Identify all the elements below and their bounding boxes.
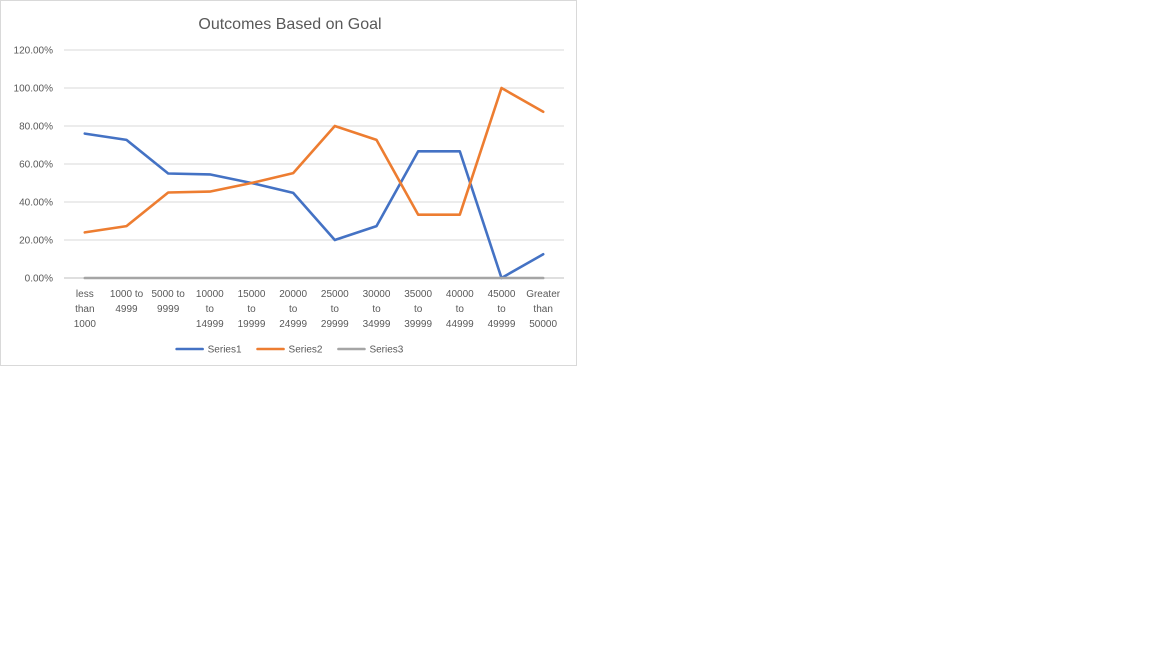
legend-label: Series2 bbox=[289, 345, 323, 356]
legend-item-series3: Series3 bbox=[337, 345, 404, 356]
x-tick-label: 1000 to 4999 bbox=[110, 289, 144, 315]
x-tick-label: 30000 to 34999 bbox=[363, 289, 391, 330]
legend-item-series1: Series1 bbox=[175, 345, 242, 356]
series-line-series2 bbox=[83, 86, 545, 234]
x-tick-label: 5000 to 9999 bbox=[151, 289, 185, 315]
x-axis: less than 1000 1000 to 4999 5000 to 9999 10000 t… bbox=[74, 289, 561, 330]
legend-label: Series1 bbox=[208, 345, 242, 356]
chart-title: Outcomes Based on Goal bbox=[198, 16, 381, 33]
legend: Series1 Series2 Series3 bbox=[175, 345, 404, 356]
x-tick-label: 20000 to 24999 bbox=[279, 289, 307, 330]
y-tick-label: 100.00% bbox=[14, 84, 54, 95]
y-tick-label: 60.00% bbox=[19, 160, 53, 171]
x-tick-label: less than 1000 bbox=[74, 289, 97, 330]
x-tick-label: 10000 to 14999 bbox=[196, 289, 224, 330]
gridlines bbox=[64, 49, 564, 279]
x-tick-label: Greater than 50000 bbox=[526, 289, 561, 330]
legend-item-series2: Series2 bbox=[256, 345, 323, 356]
series-line-series1 bbox=[83, 132, 545, 280]
line-chart: Outcomes Based on Goal 0.00% 20.00% 40.00%… bbox=[14, 16, 564, 356]
chart-area: Outcomes Based on Goal 0.00% 20.00% 40.00%… bbox=[0, 0, 577, 366]
y-axis: 0.00% 20.00% 40.00% 60.00% 80.00% 100.00% 120.… bbox=[14, 46, 54, 285]
x-tick-label: 40000 to 44999 bbox=[446, 289, 474, 330]
y-tick-label: 80.00% bbox=[19, 122, 53, 133]
x-tick-label: 15000 to 19999 bbox=[238, 289, 266, 330]
x-tick-label: 35000 to 39999 bbox=[404, 289, 432, 330]
y-tick-label: 20.00% bbox=[19, 236, 53, 247]
legend-label: Series3 bbox=[369, 345, 403, 356]
series-lines bbox=[83, 86, 545, 280]
y-tick-label: 40.00% bbox=[19, 198, 53, 209]
y-tick-label: 0.00% bbox=[25, 274, 53, 285]
x-tick-label: 45000 to 49999 bbox=[488, 289, 516, 330]
x-tick-label: 25000 to 29999 bbox=[321, 289, 349, 330]
y-tick-label: 120.00% bbox=[14, 46, 54, 57]
